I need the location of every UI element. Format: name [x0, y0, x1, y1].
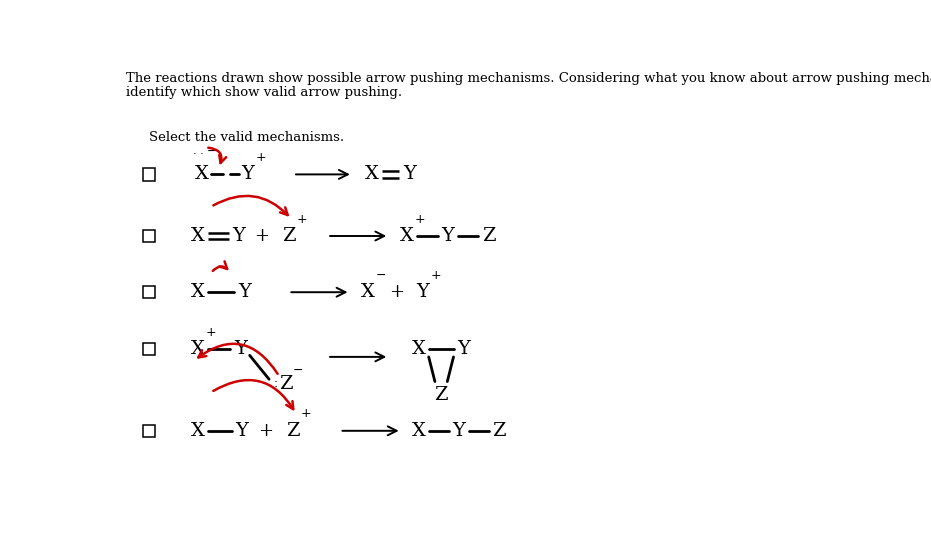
Text: X: X [365, 165, 379, 183]
Text: −: − [292, 364, 303, 376]
Text: Y: Y [452, 422, 466, 440]
Text: Y: Y [233, 227, 245, 245]
Text: Z: Z [282, 227, 295, 245]
Text: :: : [274, 377, 277, 390]
Text: Z: Z [435, 386, 448, 405]
Text: Y: Y [403, 165, 416, 183]
Text: +: + [296, 213, 307, 225]
Bar [142, 425, 155, 437]
Text: Y: Y [457, 340, 470, 358]
Text: +: + [389, 283, 404, 301]
Text: X: X [195, 165, 209, 183]
Text: Y: Y [236, 422, 249, 440]
Text: X: X [191, 283, 205, 301]
Text: +: + [256, 151, 266, 164]
Text: Y: Y [242, 165, 254, 183]
Bar [142, 343, 155, 355]
Text: X: X [400, 227, 414, 245]
Text: X: X [361, 283, 375, 301]
Text: Z: Z [278, 375, 292, 393]
Text: The reactions drawn show possible arrow pushing mechanisms. Considering what you: The reactions drawn show possible arrow … [127, 72, 931, 85]
Text: +: + [415, 213, 425, 225]
Text: Z: Z [492, 422, 506, 440]
Text: −: − [207, 145, 217, 158]
Text: +: + [430, 269, 441, 282]
Text: +: + [206, 326, 216, 339]
Bar [142, 230, 155, 242]
Text: Y: Y [441, 227, 454, 245]
Text: Y: Y [237, 283, 250, 301]
Bar [142, 168, 155, 180]
Text: Z: Z [287, 422, 300, 440]
Text: Y: Y [416, 283, 429, 301]
Text: X: X [412, 340, 425, 358]
Text: +: + [301, 407, 312, 420]
Text: X: X [191, 227, 205, 245]
Text: Y: Y [234, 340, 247, 358]
Text: · ·: · · [193, 149, 204, 159]
Text: Select the valid mechanisms.: Select the valid mechanisms. [149, 130, 344, 144]
Text: X: X [191, 422, 205, 440]
Text: −: − [376, 269, 386, 282]
Text: identify which show valid arrow pushing.: identify which show valid arrow pushing. [127, 86, 402, 99]
Text: +: + [258, 422, 273, 440]
Bar [142, 286, 155, 299]
Text: Z: Z [481, 227, 495, 245]
Text: X: X [191, 340, 205, 358]
Text: +: + [254, 227, 270, 245]
Text: X: X [412, 422, 425, 440]
